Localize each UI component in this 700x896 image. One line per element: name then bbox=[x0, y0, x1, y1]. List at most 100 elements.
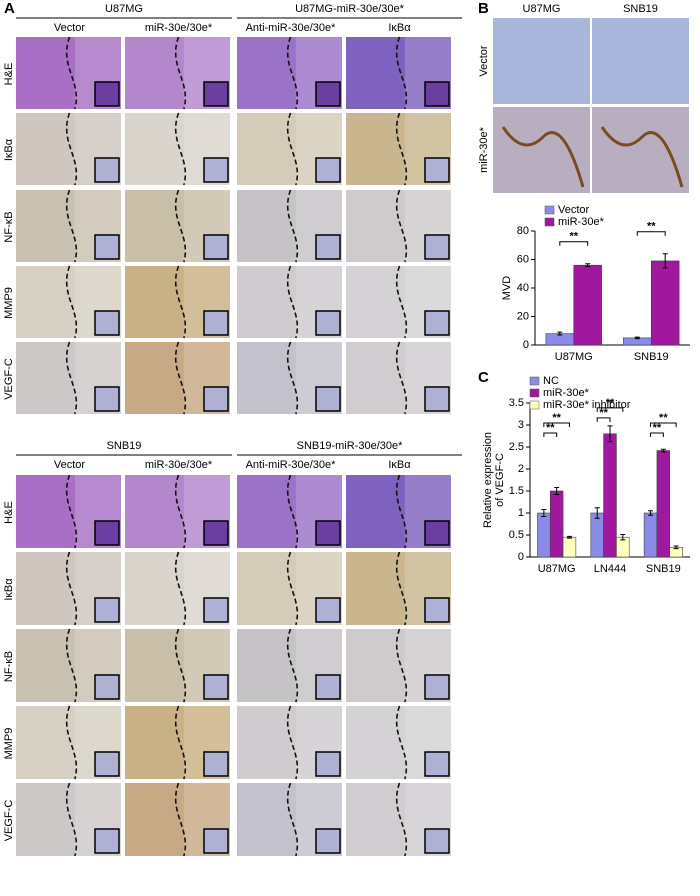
column-label: SNB19 bbox=[623, 3, 658, 15]
y-tick-label: 0 bbox=[523, 339, 529, 351]
y-tick-label: 3.5 bbox=[509, 397, 524, 409]
inset bbox=[315, 157, 341, 183]
error-bar bbox=[541, 508, 547, 518]
inset bbox=[315, 751, 341, 777]
column-label: Vector bbox=[54, 22, 86, 34]
error-bar bbox=[566, 535, 572, 539]
bar bbox=[573, 264, 602, 346]
error-bar bbox=[594, 507, 600, 519]
bar bbox=[643, 512, 658, 558]
row-label: miR-30e* bbox=[478, 126, 490, 173]
inset bbox=[424, 597, 450, 623]
y-tick-label: 1 bbox=[518, 507, 524, 519]
x-tick-label: U87MG bbox=[555, 351, 593, 363]
micrograph bbox=[592, 18, 689, 104]
column-label: IκBα bbox=[388, 459, 411, 471]
inset bbox=[94, 828, 120, 854]
inset bbox=[315, 81, 341, 107]
panel-label: A bbox=[4, 0, 15, 17]
tumor-border bbox=[65, 341, 78, 415]
tumor-border bbox=[286, 265, 299, 339]
inset bbox=[203, 520, 229, 546]
tumor-border bbox=[65, 551, 78, 626]
significance-bracket bbox=[636, 231, 666, 236]
row-label: H&E bbox=[3, 63, 15, 86]
tumor-border bbox=[174, 189, 187, 263]
significance-bracket bbox=[596, 417, 611, 422]
tumor-border bbox=[174, 341, 187, 415]
legend-label: miR-30e* bbox=[543, 387, 590, 399]
inset bbox=[203, 386, 229, 412]
inset bbox=[424, 828, 450, 854]
inset bbox=[315, 520, 341, 546]
legend-swatch bbox=[544, 217, 555, 227]
inset bbox=[424, 234, 450, 260]
inset bbox=[94, 386, 120, 412]
panel-label: B bbox=[478, 0, 489, 17]
inset bbox=[203, 81, 229, 107]
tumor-border bbox=[395, 112, 408, 186]
inset bbox=[424, 386, 450, 412]
tumor-border bbox=[286, 628, 299, 703]
significance-label: ** bbox=[569, 231, 578, 243]
significance-bracket bbox=[596, 407, 624, 412]
y-tick-label: 1.5 bbox=[509, 485, 524, 497]
significance-bracket bbox=[543, 422, 570, 427]
inset bbox=[94, 310, 120, 336]
y-axis-label: of VEGF-C bbox=[494, 453, 506, 507]
column-label: Anti-miR-30e/30e* bbox=[246, 459, 337, 471]
inset bbox=[315, 310, 341, 336]
row-label: IκBα bbox=[3, 578, 15, 601]
tumor-border bbox=[286, 341, 299, 415]
error-bar bbox=[634, 336, 640, 340]
inset bbox=[94, 751, 120, 777]
bar bbox=[549, 490, 564, 558]
y-tick-label: 20 bbox=[517, 310, 529, 322]
tumor-border bbox=[395, 551, 408, 626]
tumor-border bbox=[286, 782, 299, 857]
significance-label: ** bbox=[659, 412, 668, 424]
significance-label: ** bbox=[552, 412, 561, 424]
tumor-border bbox=[65, 112, 78, 186]
y-tick-label: 80 bbox=[517, 225, 529, 237]
tumor-border bbox=[286, 705, 299, 780]
tumor-border bbox=[174, 705, 187, 780]
column-label: Vector bbox=[54, 459, 86, 471]
inset bbox=[94, 597, 120, 623]
inset bbox=[424, 520, 450, 546]
tumor-border bbox=[286, 36, 299, 110]
y-axis-label: MVD bbox=[501, 276, 513, 301]
tumor-border bbox=[65, 265, 78, 339]
significance-label: ** bbox=[606, 397, 615, 409]
row-label: IκBα bbox=[3, 138, 15, 161]
bar bbox=[603, 433, 617, 558]
tumor-border bbox=[65, 628, 78, 703]
error-bar bbox=[557, 331, 563, 336]
inset bbox=[94, 157, 120, 183]
significance-bracket bbox=[650, 422, 677, 427]
tumor-border bbox=[395, 474, 408, 549]
tumor-border bbox=[174, 474, 187, 549]
tumor-border bbox=[65, 189, 78, 263]
tumor-border bbox=[174, 112, 187, 186]
tumor-border bbox=[286, 112, 299, 186]
significance-bracket bbox=[559, 241, 589, 246]
y-tick-label: 2.5 bbox=[509, 441, 524, 453]
tumor-border bbox=[395, 705, 408, 780]
significance-label: ** bbox=[599, 407, 608, 419]
y-tick-label: 3 bbox=[518, 419, 524, 431]
legend-swatch bbox=[529, 376, 540, 386]
column-label: miR-30e/30e* bbox=[145, 22, 213, 34]
inset bbox=[315, 828, 341, 854]
group-header: SNB19-miR-30e/30e* bbox=[297, 440, 403, 452]
bar bbox=[562, 536, 577, 558]
group-header: U87MG-miR-30e/30e* bbox=[295, 3, 405, 15]
inset bbox=[94, 81, 120, 107]
tumor-border bbox=[65, 36, 78, 110]
tumor-border bbox=[395, 189, 408, 263]
y-tick-label: 2 bbox=[518, 463, 524, 475]
panel-label: C bbox=[478, 369, 489, 386]
significance-bracket bbox=[650, 432, 664, 437]
inset bbox=[424, 751, 450, 777]
legend-label: miR-30e* bbox=[558, 216, 605, 228]
